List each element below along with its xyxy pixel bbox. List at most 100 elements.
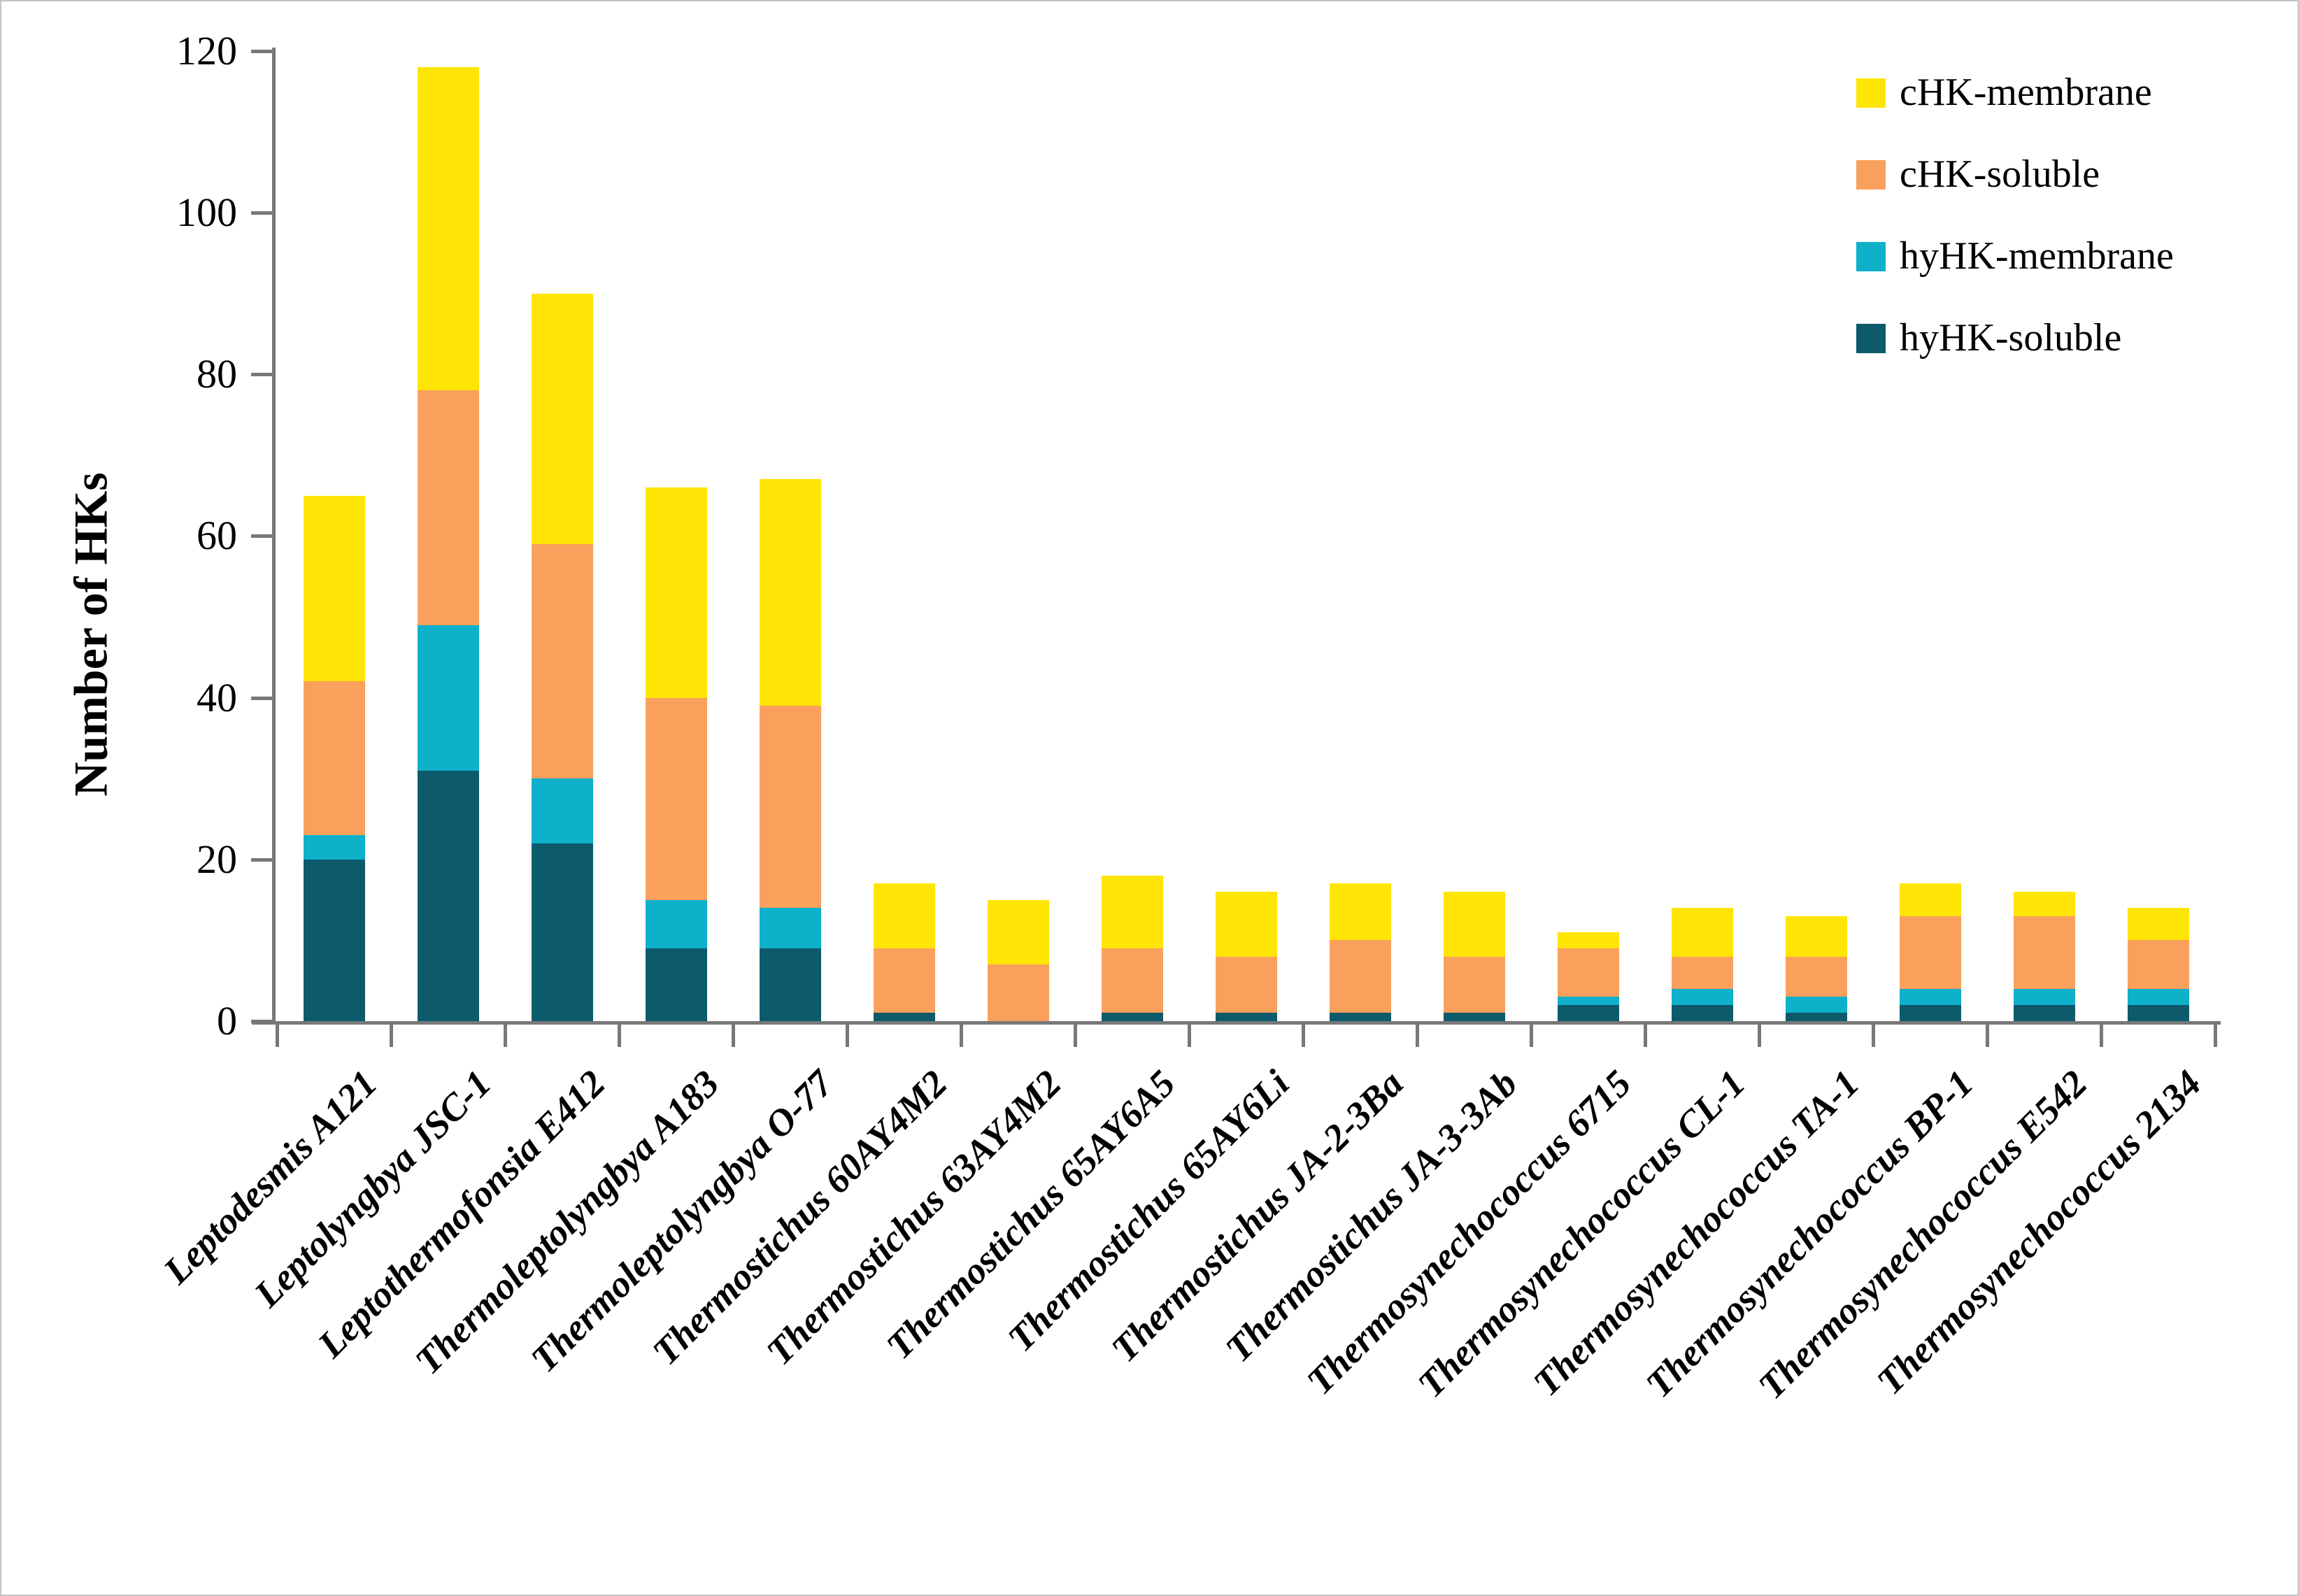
x-tick xyxy=(1872,1025,1875,1047)
bar-segment-chk-membrane xyxy=(417,66,479,391)
x-tick xyxy=(390,1025,393,1047)
bar-segment-hyhk-soluble xyxy=(1443,1013,1505,1021)
x-tick xyxy=(1302,1025,1305,1047)
bar-segment-hyhk-soluble xyxy=(417,770,479,1021)
legend-label: hyHK-membrane xyxy=(1900,234,2174,278)
bar-segment-chk-soluble xyxy=(303,681,365,836)
x-tick xyxy=(846,1025,849,1047)
bar-segment-hyhk-membrane xyxy=(2127,988,2189,1005)
bar-segment-chk-membrane xyxy=(1329,883,1391,941)
y-tick-label: 120 xyxy=(176,27,237,73)
bar-segment-chk-membrane xyxy=(531,293,593,544)
legend-swatch-hyhk-membrane xyxy=(1856,242,1886,271)
bar-segment-hyhk-membrane xyxy=(417,625,479,771)
bar-segment-chk-membrane xyxy=(987,899,1049,965)
x-tick xyxy=(1644,1025,1647,1047)
x-axis-line xyxy=(252,1021,2221,1025)
bar-segment-hyhk-soluble xyxy=(1215,1013,1277,1021)
y-tick xyxy=(251,857,272,862)
y-tick-label: 20 xyxy=(197,836,237,882)
bar-segment-chk-membrane xyxy=(1215,892,1277,957)
x-tick xyxy=(732,1025,735,1047)
bar-segment-hyhk-membrane xyxy=(645,899,707,948)
bar-segment-hyhk-membrane xyxy=(531,778,593,843)
bar-segment-chk-soluble xyxy=(1557,948,1619,997)
bar-segment-hyhk-membrane xyxy=(1899,988,1961,1005)
bar-segment-chk-soluble xyxy=(1215,956,1277,1013)
bar-segment-chk-membrane xyxy=(1443,892,1505,957)
bar-segment-hyhk-soluble xyxy=(531,843,593,1021)
bar-segment-hyhk-membrane xyxy=(1557,997,1619,1005)
bar-segment-hyhk-soluble xyxy=(1329,1013,1391,1021)
bar-segment-hyhk-soluble xyxy=(873,1013,935,1021)
x-tick xyxy=(1416,1025,1419,1047)
x-tick xyxy=(2100,1025,2103,1047)
bar-segment-chk-membrane xyxy=(1557,932,1619,948)
y-axis-line xyxy=(272,48,276,1025)
bar-segment-hyhk-soluble xyxy=(1785,1013,1847,1021)
bar-segment-chk-soluble xyxy=(1443,956,1505,1013)
x-tick xyxy=(504,1025,507,1047)
bar-segment-hyhk-soluble xyxy=(645,948,707,1021)
bar-segment-chk-soluble xyxy=(1671,956,1733,989)
y-tick xyxy=(251,49,272,53)
bar-segment-hyhk-membrane xyxy=(759,908,821,948)
bar-segment-chk-soluble xyxy=(531,543,593,779)
legend-label: cHK-soluble xyxy=(1900,152,2100,196)
legend-label: cHK-membrane xyxy=(1900,71,2152,114)
y-tick-label: 80 xyxy=(197,351,237,397)
y-tick xyxy=(251,373,272,377)
x-tick xyxy=(1188,1025,1191,1047)
bar-segment-chk-soluble xyxy=(2127,940,2189,989)
bar-segment-chk-membrane xyxy=(1671,908,1733,957)
bar-segment-chk-soluble xyxy=(1329,940,1391,1013)
bar-segment-hyhk-soluble xyxy=(1671,1004,1733,1021)
x-tick xyxy=(618,1025,621,1047)
y-tick-label: 40 xyxy=(197,674,237,720)
legend-swatch-chk-soluble xyxy=(1856,160,1886,190)
bar-segment-chk-soluble xyxy=(873,948,935,1013)
x-tick xyxy=(1530,1025,1533,1047)
bar-segment-chk-membrane xyxy=(2013,892,2075,916)
bar-segment-chk-soluble xyxy=(987,964,1049,1021)
bar-segment-chk-membrane xyxy=(873,883,935,948)
bar-segment-hyhk-membrane xyxy=(303,835,365,860)
legend-swatch-chk-membrane xyxy=(1856,78,1886,108)
y-tick-label: 0 xyxy=(217,998,237,1043)
bar-segment-chk-soluble xyxy=(1785,956,1847,997)
x-tick xyxy=(960,1025,963,1047)
bar-segment-chk-membrane xyxy=(303,495,365,682)
bar-segment-chk-soluble xyxy=(645,697,707,900)
x-tick xyxy=(1074,1025,1077,1047)
bar-segment-chk-soluble xyxy=(2013,915,2075,989)
bar-segment-hyhk-membrane xyxy=(1671,988,1733,1005)
bar-segment-hyhk-membrane xyxy=(1785,997,1847,1013)
bar-segment-hyhk-soluble xyxy=(1101,1013,1163,1021)
y-tick xyxy=(251,534,272,539)
bar-segment-hyhk-soluble xyxy=(303,859,365,1021)
bar-segment-hyhk-soluble xyxy=(759,948,821,1021)
x-tick xyxy=(2214,1025,2217,1047)
bar-segment-chk-membrane xyxy=(1785,915,1847,957)
bar-segment-chk-soluble xyxy=(1899,915,1961,989)
x-category-label: Leptodesmis A121 xyxy=(155,1062,385,1292)
bar-segment-chk-membrane xyxy=(2127,908,2189,941)
bar-segment-hyhk-membrane xyxy=(2013,988,2075,1005)
bar-segment-chk-membrane xyxy=(1101,875,1163,948)
y-tick xyxy=(251,1020,272,1023)
x-tick xyxy=(1986,1025,1989,1047)
y-tick-label: 60 xyxy=(197,513,237,559)
bar-segment-chk-soluble xyxy=(759,706,821,909)
bar-segment-chk-membrane xyxy=(1899,883,1961,916)
bar-segment-chk-soluble xyxy=(417,390,479,625)
x-tick xyxy=(1758,1025,1761,1047)
bar-segment-chk-soluble xyxy=(1101,948,1163,1013)
bar-segment-hyhk-soluble xyxy=(2127,1004,2189,1021)
bar-segment-chk-membrane xyxy=(645,487,707,698)
bar-segment-hyhk-soluble xyxy=(1899,1004,1961,1021)
y-tick xyxy=(251,696,272,700)
x-tick xyxy=(276,1025,279,1047)
bar-segment-chk-membrane xyxy=(759,479,821,706)
bar-segment-hyhk-soluble xyxy=(2013,1004,2075,1021)
